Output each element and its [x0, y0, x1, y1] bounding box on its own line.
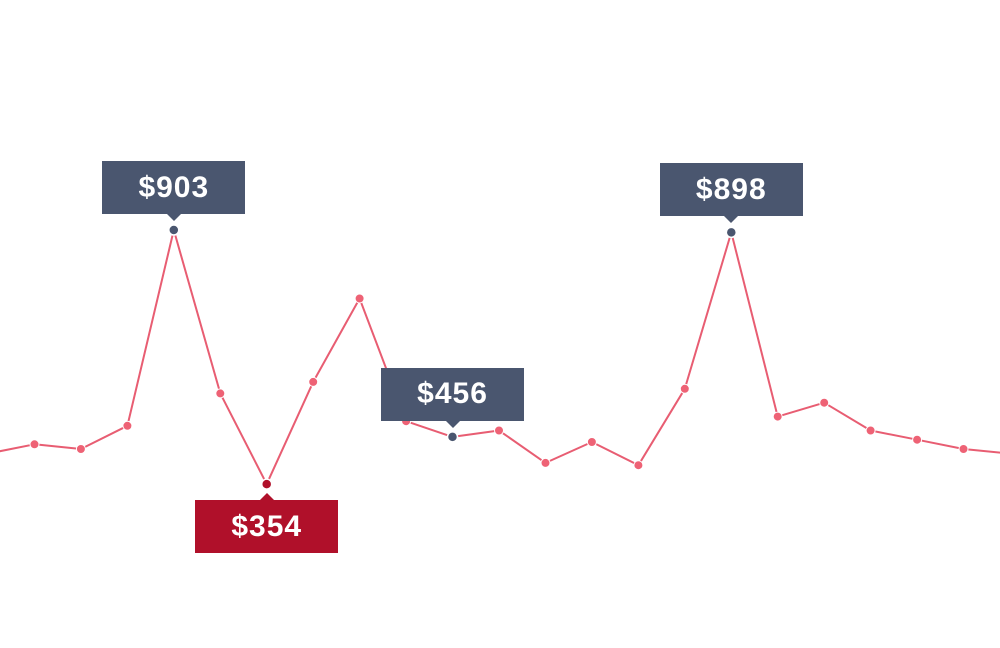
- value-tooltip: $354: [195, 493, 339, 554]
- data-point[interactable]: [494, 425, 504, 436]
- highlighted-data-point[interactable]: [260, 478, 273, 490]
- value-tooltip: $898: [659, 163, 803, 224]
- data-point[interactable]: [819, 397, 830, 408]
- data-point[interactable]: [679, 383, 690, 394]
- tooltip-pointer: [724, 216, 739, 224]
- data-point[interactable]: [215, 388, 226, 399]
- data-point[interactable]: [586, 437, 597, 447]
- series-line: [0, 229, 1000, 486]
- data-point[interactable]: [958, 444, 969, 454]
- tooltip-value-label: $456: [417, 377, 488, 411]
- highlighted-data-point[interactable]: [168, 224, 180, 236]
- data-point[interactable]: [633, 460, 644, 471]
- data-point[interactable]: [122, 420, 133, 431]
- data-point[interactable]: [540, 457, 551, 468]
- data-point[interactable]: [865, 425, 876, 436]
- tooltip-value-label: $898: [695, 172, 767, 206]
- data-point[interactable]: [308, 376, 319, 387]
- tooltip-value-label: $354: [231, 509, 303, 543]
- highlighted-data-point[interactable]: [446, 431, 459, 443]
- data-points: [29, 224, 969, 490]
- tooltip-pointer: [166, 214, 181, 222]
- tooltip-pointer: [259, 493, 274, 501]
- tooltip-value-label: $903: [138, 170, 210, 204]
- tooltip-pointer: [445, 420, 460, 428]
- value-tooltip: $456: [381, 367, 525, 428]
- data-point[interactable]: [912, 434, 923, 445]
- value-tooltip: $903: [102, 161, 246, 222]
- data-point[interactable]: [772, 411, 783, 422]
- data-point[interactable]: [75, 444, 86, 454]
- highlighted-data-point[interactable]: [725, 226, 738, 239]
- data-point[interactable]: [29, 439, 40, 450]
- data-point[interactable]: [354, 293, 365, 304]
